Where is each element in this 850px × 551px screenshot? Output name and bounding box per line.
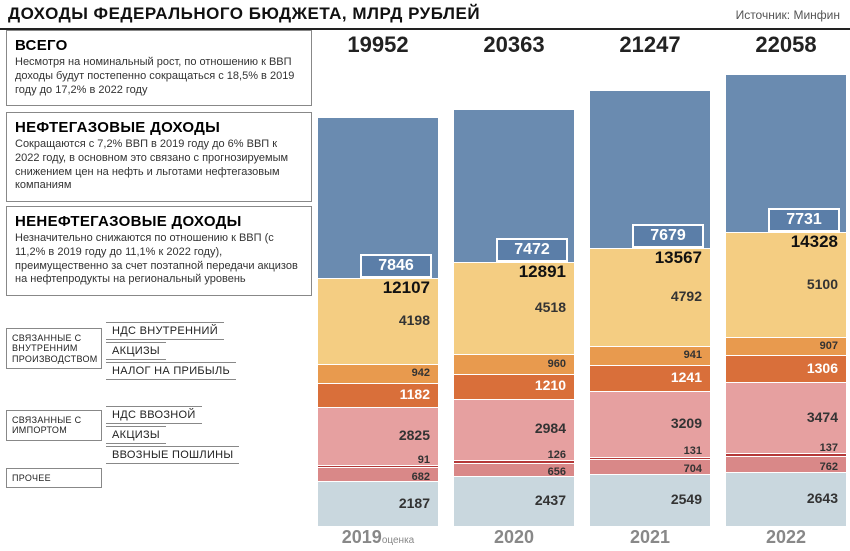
category-box-import: СВЯЗАННЫЕ С ИМПОРТОМ	[6, 410, 102, 441]
segment-oil	[726, 74, 846, 232]
line-label-excise_d: АКЦИЗЫ	[106, 342, 166, 360]
value-duties: 682	[412, 471, 430, 483]
infobox-title: НЕФТЕГАЗОВЫЕ ДОХОДЫ	[15, 119, 303, 136]
year-note: оценка	[382, 535, 414, 546]
value-duties: 762	[820, 461, 838, 473]
infobox-body: Несмотря на номинальный рост, по отношен…	[15, 56, 303, 97]
value-excise_imp: 131	[684, 445, 702, 457]
value-other: 2187	[399, 495, 430, 511]
bar-column: 2549 704 131 3209 1241 941 4792 135677679	[590, 90, 710, 526]
value-vat_dom: 5100	[807, 276, 838, 292]
value-vat_imp: 2825	[399, 427, 430, 443]
category-box-other: ПРОЧЕЕ	[6, 468, 102, 488]
category-box-domestic: СВЯЗАННЫЕ С ВНУТРЕННИМ ПРОИЗВОДСТВОМ	[6, 328, 102, 369]
value-excise_dom: 907	[820, 340, 838, 352]
bar-column: 2643 762 137 3474 1306 907 5100 143287731	[726, 74, 846, 526]
value-profit: 1210	[535, 377, 566, 393]
value-excise_imp: 91	[418, 454, 430, 466]
value-oil-badge: 7846	[362, 256, 430, 276]
value-excise_dom: 942	[412, 367, 430, 379]
value-oil-badge: 7679	[634, 226, 702, 246]
value-nonoil: 14328	[791, 232, 838, 252]
line-label-vat_imp: НДС ВВОЗНОЙ	[106, 406, 202, 424]
value-vat_dom: 4792	[671, 288, 702, 304]
bar-column: 2187 682 91 2825 1182 942 4198 121077846	[318, 117, 438, 526]
chart-title: ДОХОДЫ ФЕДЕРАЛЬНОГО БЮДЖЕТА, МЛРД РУБЛЕЙ	[8, 4, 480, 24]
chart-area: 2187682912825118294241981210778461995220…	[0, 30, 850, 550]
value-duties: 704	[684, 463, 702, 475]
value-profit: 1241	[671, 369, 702, 385]
value-nonoil: 13567	[655, 248, 702, 268]
value-nonoil: 12891	[519, 262, 566, 282]
line-label-duties: ВВОЗНЫЕ ПОШЛИНЫ	[106, 446, 239, 464]
year-label: 2022	[716, 527, 850, 548]
infobox-body: Незначительно снижаются по отношению к В…	[15, 232, 303, 287]
value-excise_imp: 126	[548, 449, 566, 461]
total-value: 19952	[308, 32, 448, 58]
total-value: 20363	[444, 32, 584, 58]
infobox-body: Сокращаются с 7,2% ВВП в 2019 году до 6%…	[15, 138, 303, 193]
line-label-excise_i: АКЦИЗЫ	[106, 426, 166, 444]
value-vat_imp: 2984	[535, 420, 566, 436]
year-label: 2019оценка	[308, 527, 448, 548]
infobox-nonoil: НЕНЕФТЕГАЗОВЫЕ ДОХОДЫ Незначительно снижа…	[6, 206, 312, 296]
infobox-title: ВСЕГО	[15, 37, 303, 54]
value-duties: 656	[548, 466, 566, 478]
value-other: 2643	[807, 490, 838, 506]
value-other: 2549	[671, 491, 702, 507]
value-oil-badge: 7731	[770, 210, 838, 230]
line-label-vat_dom: НДС ВНУТРЕННИЙ	[106, 322, 224, 340]
year-label: 2021	[580, 527, 720, 548]
value-vat_dom: 4198	[399, 312, 430, 328]
value-oil-badge: 7472	[498, 240, 566, 260]
value-excise_dom: 960	[548, 358, 566, 370]
value-vat_imp: 3474	[807, 409, 838, 425]
value-vat_imp: 3209	[671, 415, 702, 431]
total-value: 22058	[716, 32, 850, 58]
chart-source: Источник: Минфин	[736, 8, 840, 22]
bar-column: 2437 656 126 2984 1210 960 4518 128917472	[454, 109, 574, 526]
total-value: 21247	[580, 32, 720, 58]
line-label-profit: НАЛОГ НА ПРИБЫЛЬ	[106, 362, 236, 380]
value-excise_dom: 941	[684, 349, 702, 361]
value-profit: 1182	[400, 386, 430, 402]
value-other: 2437	[535, 492, 566, 508]
year-label: 2020	[444, 527, 584, 548]
infobox-oil: НЕФТЕГАЗОВЫЕ ДОХОДЫ Сокращаются с 7,2% ВВ…	[6, 112, 312, 202]
value-vat_dom: 4518	[535, 299, 566, 315]
segment-oil	[318, 117, 438, 278]
segment-oil	[590, 90, 710, 247]
infobox-total: ВСЕГО Несмотря на номинальный рост, по от…	[6, 30, 312, 106]
value-excise_imp: 137	[820, 442, 838, 454]
value-nonoil: 12107	[383, 278, 430, 298]
infobox-title: НЕНЕФТЕГАЗОВЫЕ ДОХОДЫ	[15, 213, 303, 230]
value-profit: 1306	[807, 360, 838, 376]
